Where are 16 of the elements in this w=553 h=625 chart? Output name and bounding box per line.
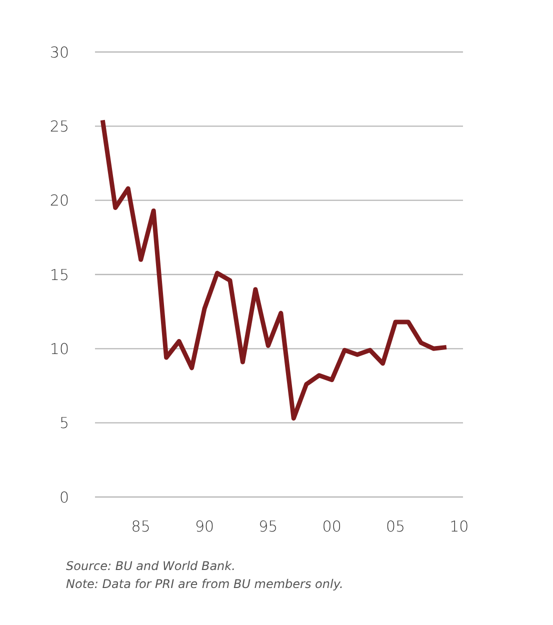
y-tick-label: 5	[59, 414, 69, 432]
line-series	[100, 118, 449, 421]
source-note: Source: BU and World Bank.	[66, 558, 236, 575]
x-tick-label: 95	[258, 518, 278, 536]
x-tick-label: 00	[322, 518, 342, 536]
x-tick-label: 90	[194, 518, 214, 536]
y-tick-label: 25	[50, 117, 69, 136]
x-tick-label: 10	[450, 518, 469, 536]
y-tick-label: 15	[50, 266, 69, 284]
x-tick-label: 05	[386, 518, 406, 536]
y-tick-label: 30	[50, 43, 69, 62]
y-tick-label: 10	[50, 340, 69, 358]
text: Note: Data for PRI are from BU members only.	[66, 576, 344, 593]
y-tick-label: 20	[50, 192, 69, 210]
x-tick-label: 85	[131, 518, 150, 536]
y-tick-label: 0	[59, 488, 69, 506]
